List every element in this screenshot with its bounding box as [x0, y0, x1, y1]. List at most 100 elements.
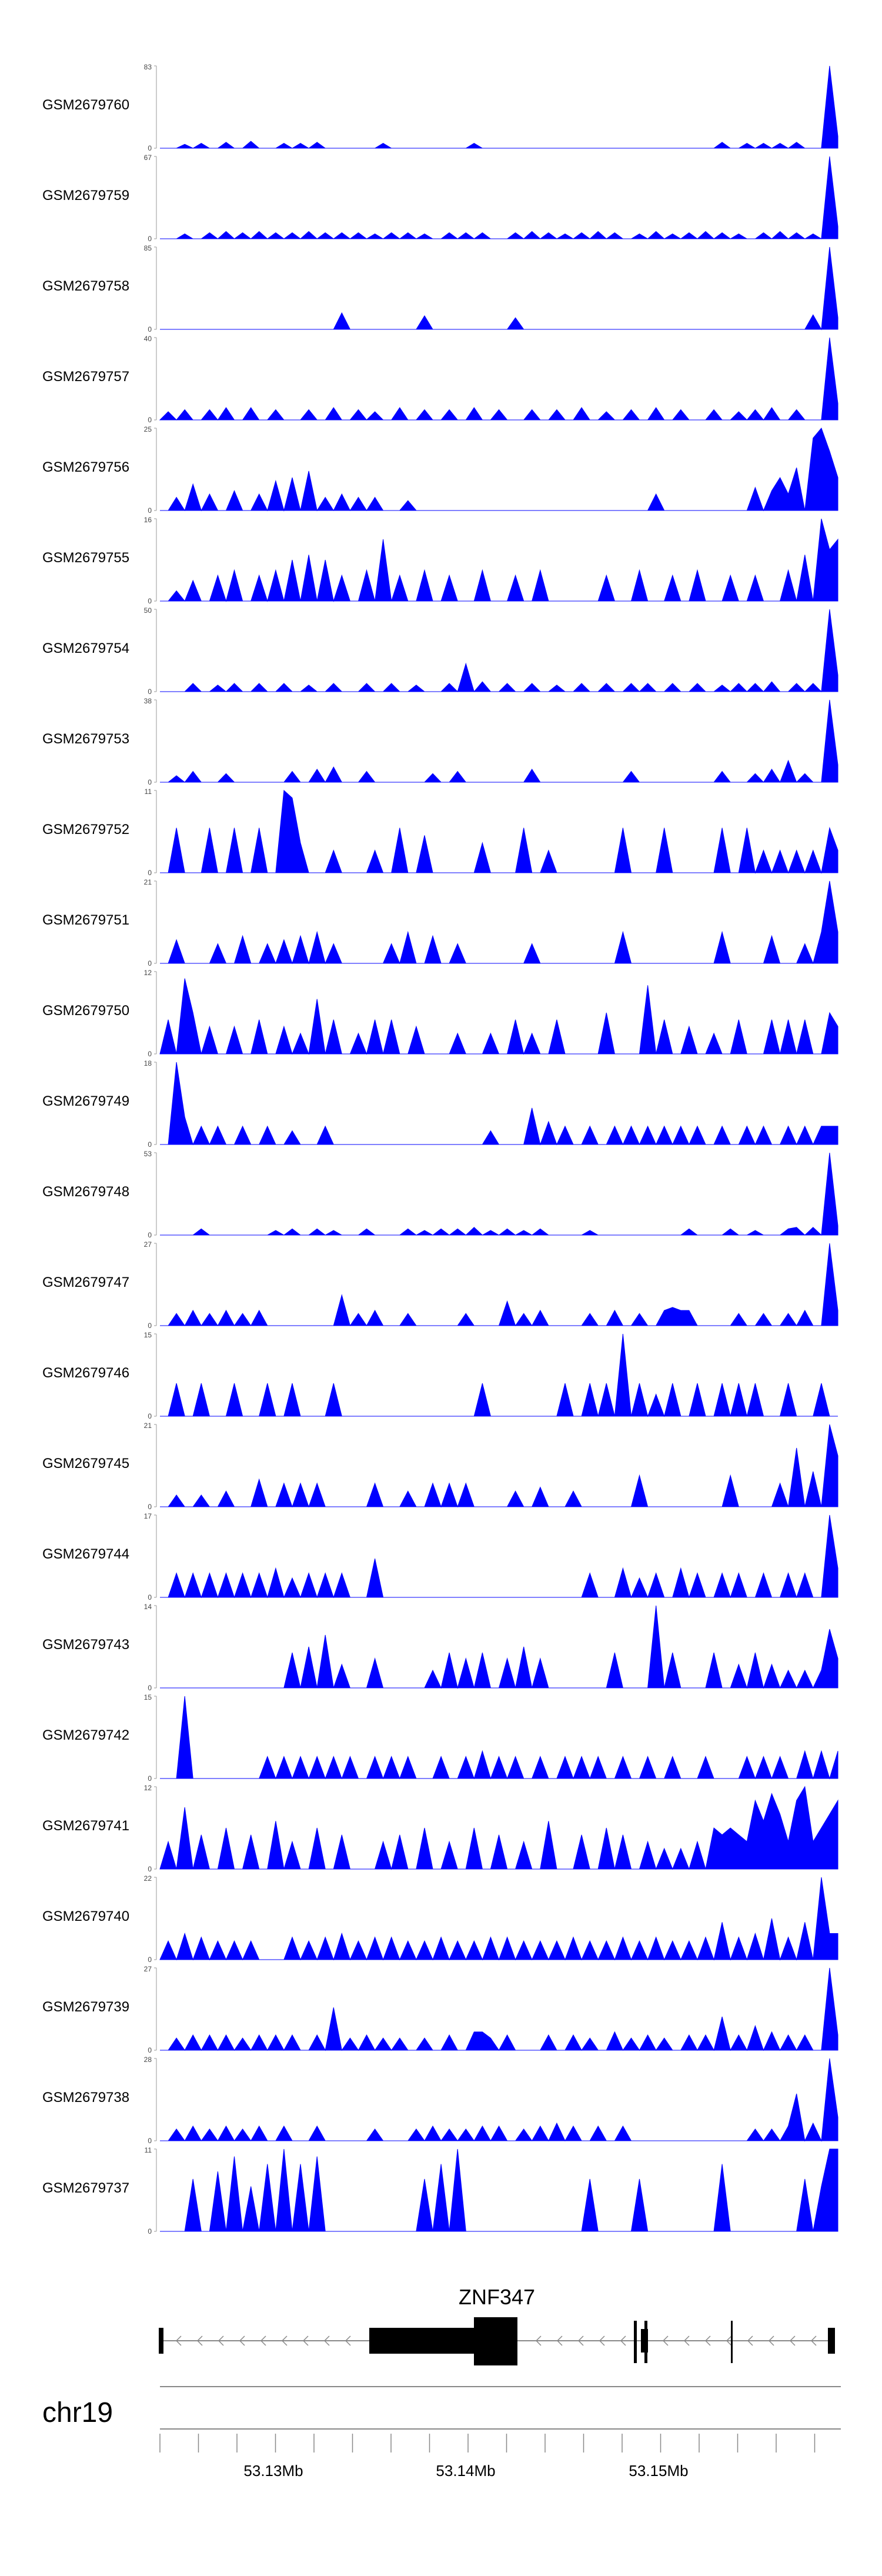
genome-axis: chr19 53.13Mb 53.14Mb 53.15Mb: [42, 2386, 841, 2480]
gene-exon: [369, 2328, 474, 2354]
track-ymin-label: 0: [148, 1050, 152, 1058]
coverage-area: [160, 1152, 838, 1236]
track-ymin-label: 0: [148, 2227, 152, 2235]
track-GSM2679757: GSM2679757 40 0: [42, 335, 838, 424]
track-ymin-label: 0: [148, 959, 152, 967]
track-ymax-label: 50: [144, 606, 152, 615]
gene-strand-arrows: [175, 2335, 817, 2346]
track-GSM2679753: GSM2679753 38 0: [42, 697, 838, 786]
track-ymin-label: 0: [148, 597, 152, 605]
track-ymax-label: 17: [144, 1512, 152, 1520]
track-label: GSM2679752: [42, 822, 129, 837]
strand-arrow: [577, 2335, 584, 2346]
track-ymin-label: 0: [148, 869, 152, 877]
track-ymin-label: 0: [148, 506, 152, 515]
track-ymax-label: 14: [144, 1603, 152, 1611]
track-ymin-label: 0: [148, 688, 152, 696]
track-label: GSM2679754: [42, 640, 129, 656]
coverage-tracks: GSM2679760830GSM2679759670GSM2679758850G…: [42, 63, 838, 2235]
gene-exon: [159, 2328, 163, 2354]
gene-exon: [828, 2328, 835, 2354]
track-ymin-label: 0: [148, 144, 152, 152]
track-GSM2679752: GSM2679752 11 0: [42, 788, 838, 877]
coverage-area: [160, 428, 838, 512]
track-label: GSM2679745: [42, 1456, 129, 1471]
track-ymin-label: 0: [148, 235, 152, 243]
coverage-area: [160, 1514, 838, 1599]
track-label: GSM2679740: [42, 1908, 129, 1924]
strand-arrow: [175, 2335, 182, 2346]
strand-arrow: [345, 2335, 351, 2346]
track-GSM2679738: GSM2679738 28 0: [42, 2056, 838, 2145]
coverage-area: [160, 1696, 838, 1780]
axis-tick-label: 53.14Mb: [436, 2462, 495, 2480]
strand-arrow: [768, 2335, 774, 2346]
coverage-area: [160, 1424, 838, 1508]
track-label: GSM2679749: [42, 1093, 129, 1109]
track-ymax-label: 25: [144, 425, 152, 433]
track-ymax-label: 21: [144, 1422, 152, 1430]
track-label: GSM2679759: [42, 188, 129, 203]
track-ymin-label: 0: [148, 1503, 152, 1511]
strand-arrow: [704, 2335, 711, 2346]
track-ymin-label: 0: [148, 778, 152, 786]
track-ymin-label: 0: [148, 1140, 152, 1149]
axis-tick-label: 53.15Mb: [629, 2462, 688, 2480]
track-GSM2679739: GSM2679739 27 0: [42, 1965, 838, 2054]
strand-arrow: [535, 2335, 542, 2346]
track-label: GSM2679748: [42, 1184, 129, 1200]
track-label: GSM2679751: [42, 912, 129, 928]
track-ymin-label: 0: [148, 1322, 152, 1330]
track-ymax-label: 53: [144, 1150, 152, 1158]
track-ymin-label: 0: [148, 1684, 152, 1692]
strand-arrow: [620, 2335, 626, 2346]
strand-arrow: [747, 2335, 753, 2346]
track-ymax-label: 40: [144, 335, 152, 343]
track-label: GSM2679746: [42, 1365, 129, 1381]
strand-arrow: [662, 2335, 669, 2346]
gene-exon: [634, 2321, 637, 2363]
strand-arrow: [726, 2335, 732, 2346]
track-ymin-label: 0: [148, 1865, 152, 1873]
strand-arrow: [323, 2335, 330, 2346]
gene-name: ZNF347: [459, 2285, 535, 2309]
track-ymax-label: 83: [144, 63, 152, 71]
coverage-area: [160, 1062, 838, 1146]
coverage-area: [159, 1877, 838, 1961]
track-GSM2679751: GSM2679751 21 0: [42, 878, 838, 967]
track-ymax-label: 12: [144, 969, 152, 977]
track-label: GSM2679753: [42, 731, 129, 747]
track-ymax-label: 85: [144, 244, 152, 252]
coverage-area: [159, 978, 838, 1055]
gene-track: ZNF347: [159, 2285, 835, 2365]
track-ymax-label: 27: [144, 1965, 152, 1973]
coverage-area: [160, 609, 838, 693]
strand-arrow: [789, 2335, 796, 2346]
chromosome-label: chr19: [42, 2397, 113, 2428]
track-GSM2679745: GSM2679745 21 0: [42, 1422, 838, 1511]
track-GSM2679754: GSM2679754 50 0: [42, 606, 838, 696]
track-GSM2679756: GSM2679756 25 0: [42, 425, 838, 515]
track-ymax-label: 15: [144, 1693, 152, 1701]
gene-exon: [474, 2317, 517, 2365]
coverage-area: [160, 789, 838, 874]
gene-exon: [731, 2321, 733, 2363]
track-label: GSM2679738: [42, 2090, 129, 2105]
track-label: GSM2679743: [42, 1637, 129, 1653]
strand-arrow: [556, 2335, 563, 2346]
track-GSM2679750: GSM2679750 12 0: [42, 969, 838, 1058]
track-label: GSM2679755: [42, 550, 129, 566]
track-label: GSM2679750: [42, 1003, 129, 1019]
track-ymin-label: 0: [148, 1956, 152, 1964]
coverage-area: [160, 1243, 838, 1327]
track-GSM2679747: GSM2679747 27 0: [42, 1240, 838, 1330]
track-GSM2679741: GSM2679741 12 0: [42, 1784, 838, 1873]
track-GSM2679748: GSM2679748 53 0: [42, 1150, 838, 1239]
track-ymin-label: 0: [148, 2046, 152, 2054]
track-ymax-label: 38: [144, 697, 152, 705]
track-ymin-label: 0: [148, 2137, 152, 2145]
strand-arrow: [599, 2335, 605, 2346]
track-label: GSM2679744: [42, 1546, 129, 1562]
track-GSM2679758: GSM2679758 85 0: [42, 244, 838, 333]
track-ymax-label: 11: [145, 788, 152, 796]
